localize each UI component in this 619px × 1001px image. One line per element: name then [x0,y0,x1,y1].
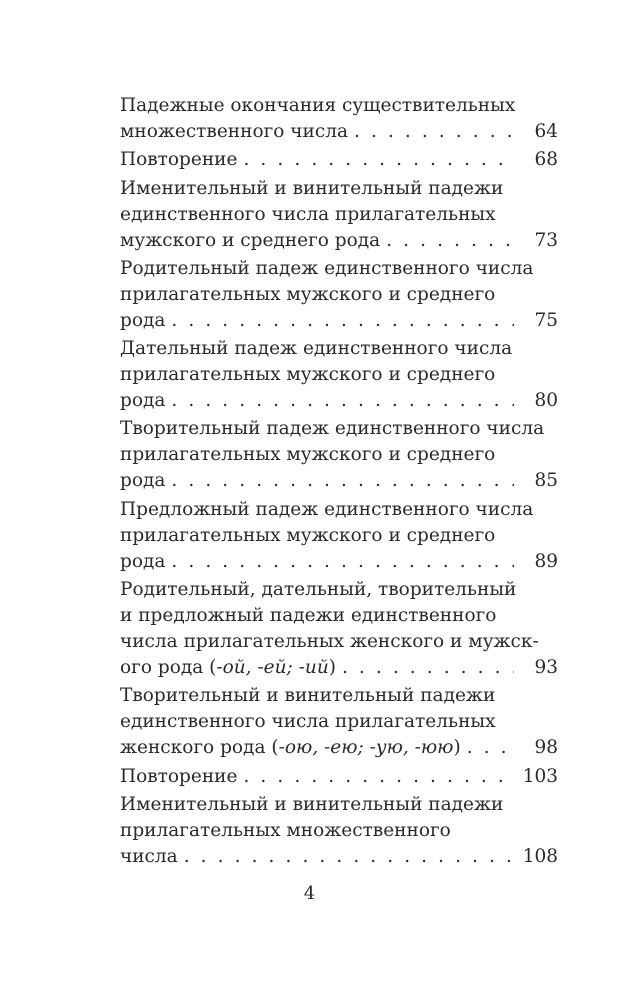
toc-entry-line: Предложный падеж единственного числа [120,498,534,520]
toc-page-number: 98 [534,737,558,759]
toc-page-number: 73 [534,229,558,251]
toc-entry-line: Творительный и винительный падежи [120,685,496,707]
toc-page-number: 80 [534,390,558,412]
toc-entry: Творительный и винительный падежи единств… [120,683,558,761]
toc-entry-last-line: множественного числа . . . . . . . . . .… [120,119,558,145]
toc-entry-text: женского рода (-ою, -ею; -ую, -юю) [120,735,461,761]
toc-entry-title-end: Повторение [120,149,238,171]
toc-entry: Падежные окончания существительных множес… [120,93,558,145]
toc-page-number: 93 [534,657,558,679]
toc-entry-line: Родительный падеж единственного числа [120,257,534,279]
toc-entry-line: Именительный и винительный падежи [120,793,504,815]
toc-entry-line: прилагательных мужского и среднего [120,444,496,466]
dot-leader: . . . . . . . . . . . . . . . . . . . . … [171,550,514,572]
dot-leader: . . . . . . . . . . . . . . . . . . . . … [183,845,514,867]
toc-entry-line: единственного числа прилагательных [120,711,496,733]
toc-entry-last-line: рода . . . . . . . . . . . . . . . . . .… [120,308,558,334]
toc-entry-endings: -ой, -ей; -ий [216,657,329,679]
toc-entry-line: прилагательных мужского и среднего [120,364,496,386]
toc-entry-paren: ) [453,737,461,759]
toc-entry-last-line: мужского и среднего рода . . . . . . . .… [120,228,558,254]
toc-entry-last-line: рода . . . . . . . . . . . . . . . . . .… [120,468,558,494]
dot-leader: . . . . . . . . . . . . . . . . . . . . … [171,470,514,492]
toc-page-number: 103 [522,765,558,787]
dot-leader: . . . . . . . . . . . . . . . . . . . . … [466,737,514,759]
toc-entry-last-line: женского рода (-ою, -ею; -ую, -юю) . . .… [120,735,558,761]
toc-entry-title-end: рода [120,550,166,572]
toc-entry-line: Творительный падеж единственного числа [120,418,545,440]
toc-entry-title-end: числа [120,845,178,867]
toc-entry: Родительный падеж единственного числа при… [120,256,558,334]
toc-entry-title-end: рода [120,470,166,492]
toc-entry-text: мужского и среднего рода [120,228,380,254]
toc-entry: Творительный падеж единственного числа пр… [120,416,558,494]
toc-entry-text: ого рода (-ой, -ей; -ий) [120,655,336,681]
dot-leader: . . . . . . . . . . . . . . . . . . . . … [243,149,514,171]
toc-entry-paren: ) [328,657,336,679]
toc-entry-last-line: Повторение . . . . . . . . . . . . . . .… [120,764,558,790]
dot-leader: . . . . . . . . . . . . . . . . . . . . … [171,309,514,331]
toc-entry: Повторение . . . . . . . . . . . . . . .… [120,764,558,790]
toc-page-number: 89 [534,550,558,572]
table-of-contents: Падежные окончания существительных множес… [120,93,558,872]
toc-entry-title-end: мужского и среднего рода [120,229,381,251]
toc-entry-line: прилагательных мужского и среднего [120,524,496,546]
toc-entry-title-end: ого рода ( [120,657,217,679]
toc-entry: Именительный и винительный падежи прилага… [120,792,558,870]
page-number: 4 [303,883,316,904]
toc-entry: Именительный и винительный падежи единств… [120,176,558,254]
toc-page-number: 68 [534,149,558,171]
toc-entry-line: Падежные окончания существительных [120,95,516,116]
toc-entry-text: рода [120,308,165,334]
toc-entry-line: Родительный, дательный, творительный [120,579,517,601]
toc-entry-text: множественного числа [120,119,348,145]
toc-entry: Предложный падеж единственного числа прил… [120,497,558,575]
toc-entry-text: Повторение [120,147,237,173]
toc-entry-line: Именительный и винительный падежи [120,177,504,199]
toc-entry-line: прилагательных мужского и среднего [120,283,496,305]
toc-entry-text: рода [120,388,165,414]
toc-page-number: 75 [534,309,558,331]
toc-entry-title-end: женского рода ( [120,737,279,759]
dot-leader: . . . . . . . . . . . . . . . . . . . . … [386,229,514,251]
toc-entry-text: рода [120,549,165,575]
toc-entry-text: рода [120,468,165,494]
toc-entry-last-line: числа . . . . . . . . . . . . . . . . . … [120,844,558,870]
toc-entry-last-line: ого рода (-ой, -ей; -ий) . . . . . . . .… [120,655,558,681]
toc-entry-title-end: множественного числа [120,121,348,142]
toc-entry-line: прилагательных множественного [120,819,451,841]
toc-entry-title-end: Повторение [120,765,238,787]
dot-leader: . . . . . . . . . . . . . . . . . . . . … [171,390,514,412]
toc-entry-endings: -ою, -ею; -ую, -юю [278,737,454,759]
toc-entry-text: Повторение [120,764,237,790]
toc-entry: Дательный падеж единственного числа прила… [120,336,558,414]
toc-page-number: 108 [522,845,558,867]
toc-entry-line: и предложный падежи единственного [120,605,497,627]
dot-leader: . . . . . . . . . . . . . . . . . . . . … [354,121,514,142]
toc-entry: Повторение . . . . . . . . . . . . . . .… [120,147,558,173]
dot-leader: . . . . . . . . . . . . . . . . . . . . … [341,657,514,679]
toc-entry: Родительный, дательный, творительный и пр… [120,577,558,681]
toc-entry-line: единственного числа прилагательных [120,203,496,225]
toc-entry-line: числа прилагательных женского и мужск- [120,631,539,653]
toc-entry-title-end: рода [120,309,166,331]
toc-page-number: 85 [534,470,558,492]
dot-leader: . . . . . . . . . . . . . . . . . . . . … [243,765,514,787]
toc-entry-line: Дательный падеж единственного числа [120,338,513,360]
toc-entry-title-end: рода [120,390,166,412]
toc-entry-last-line: рода . . . . . . . . . . . . . . . . . .… [120,388,558,414]
toc-page-number: 64 [534,121,558,142]
toc-entry-last-line: рода . . . . . . . . . . . . . . . . . .… [120,549,558,575]
toc-entry-text: числа [120,844,178,870]
toc-entry-last-line: Повторение . . . . . . . . . . . . . . .… [120,147,558,173]
